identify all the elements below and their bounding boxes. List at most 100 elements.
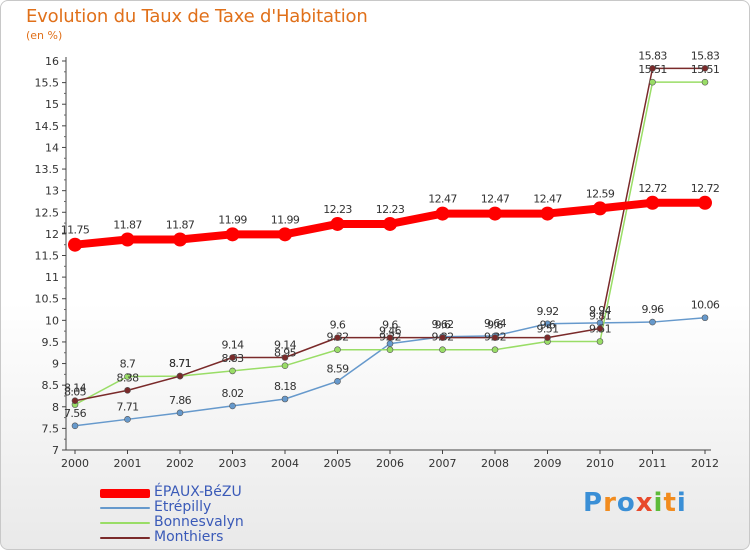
y-tick-label: 15	[45, 98, 59, 111]
data-point	[225, 227, 240, 242]
data-point	[383, 216, 397, 231]
data-label: 9.14	[221, 339, 244, 352]
data-label: 12.23	[323, 203, 352, 216]
legend-item: Bonnesvalyn	[100, 514, 360, 532]
data-label: 11.75	[61, 224, 90, 237]
data-label: 12.47	[481, 193, 510, 206]
data-point	[701, 65, 709, 72]
data-point	[229, 367, 236, 375]
data-label: 9.62	[431, 318, 453, 331]
logo-letter: o	[616, 488, 636, 518]
legend-label: Monthiers	[154, 529, 224, 545]
y-tick-label: 7	[52, 444, 59, 457]
data-point	[698, 195, 712, 210]
x-tick-label: 2009	[534, 457, 562, 470]
data-label: 12.72	[691, 182, 720, 195]
y-tick-label: 14	[45, 141, 59, 154]
y-tick-label: 14.5	[35, 120, 60, 133]
data-point	[124, 373, 131, 380]
y-tick-label: 16	[45, 55, 59, 68]
data-point	[281, 395, 289, 403]
data-point	[596, 325, 604, 332]
legend-item: Monthiers	[100, 529, 360, 547]
y-tick-label: 9.5	[42, 336, 60, 349]
data-point	[645, 195, 660, 210]
data-label: 8.71	[169, 357, 191, 370]
x-tick-label: 2002	[166, 457, 194, 470]
x-tick-label: 2012	[691, 457, 719, 470]
y-tick-label: 8	[52, 401, 59, 414]
data-label: 7.56	[64, 407, 87, 420]
data-point	[596, 338, 604, 345]
data-label: 9.6	[382, 319, 398, 332]
legend-swatch	[100, 507, 150, 509]
data-point	[488, 206, 502, 221]
data-label: 8.02	[221, 387, 243, 400]
data-label: 9.64	[484, 317, 507, 330]
data-label: 9.81	[589, 310, 611, 323]
data-label: 11.99	[271, 213, 300, 226]
legend-swatch	[100, 522, 150, 524]
logo-letter: x	[635, 488, 654, 518]
legend-swatch	[100, 537, 150, 539]
y-tick-label: 12	[45, 228, 59, 241]
data-label: 11.87	[113, 219, 142, 232]
data-label: 7.71	[116, 400, 138, 413]
y-tick-label: 10.5	[35, 293, 60, 306]
y-tick-label: 13.5	[35, 163, 60, 176]
logo-letter: t	[663, 488, 677, 518]
x-tick-label: 2006	[376, 457, 404, 470]
data-point	[229, 402, 236, 410]
y-tick-label: 15.5	[35, 77, 60, 90]
y-tick-label: 12.5	[35, 206, 60, 219]
data-point	[334, 346, 341, 354]
x-tick-label: 2001	[114, 457, 142, 470]
data-label: 10.06	[691, 299, 720, 312]
data-label: 9.51	[536, 323, 558, 336]
data-label: 8.59	[326, 362, 349, 375]
data-label: 11.87	[166, 219, 195, 232]
data-point	[71, 397, 79, 405]
logo-letter: P	[583, 488, 604, 518]
legend-label: Bonnesvalyn	[154, 514, 244, 530]
y-tick-label: 9	[52, 358, 59, 371]
data-label: 8.18	[274, 380, 297, 393]
data-point	[439, 346, 446, 354]
data-label: 12.59	[586, 187, 615, 200]
data-label: 12.47	[428, 193, 457, 206]
logo-letter: r	[603, 488, 617, 518]
data-point	[330, 216, 345, 231]
x-tick-label: 2004	[271, 457, 299, 470]
data-label: 11.99	[218, 213, 247, 226]
x-tick-label: 2003	[219, 457, 247, 470]
data-point	[593, 201, 607, 216]
data-label: 15.83	[691, 49, 720, 62]
data-point	[649, 318, 656, 326]
data-point	[68, 237, 82, 252]
data-label: 9.6	[330, 319, 346, 332]
x-tick-label: 2005	[324, 457, 352, 470]
data-label: 12.47	[533, 193, 562, 206]
data-label: 9.96	[641, 303, 664, 316]
data-label: 8.14	[64, 382, 87, 395]
unit-label: (en %)	[26, 29, 63, 42]
legend-label: ÉPAUX-BéZU	[154, 484, 242, 500]
x-tick-label: 2011	[639, 457, 667, 470]
data-label: 8.95	[274, 347, 297, 360]
logo-letter: i	[653, 488, 664, 518]
chart-title: Evolution du Taux de Taxe d'Habitation	[26, 6, 368, 27]
y-tick-label: 11.5	[35, 250, 60, 263]
y-tick-label: 8.5	[42, 379, 60, 392]
data-label: 9.94	[589, 304, 612, 317]
data-label: 7.86	[169, 394, 192, 407]
x-tick-label: 2007	[429, 457, 457, 470]
legend-item: ÉPAUX-BéZU	[100, 484, 360, 502]
y-tick-label: 7.5	[42, 422, 60, 435]
data-label: 9.6	[487, 319, 503, 332]
data-point	[124, 416, 131, 423]
data-point	[334, 377, 341, 385]
data-point	[540, 206, 555, 221]
legend-swatch	[100, 488, 150, 498]
data-label: 8.71	[169, 357, 191, 370]
